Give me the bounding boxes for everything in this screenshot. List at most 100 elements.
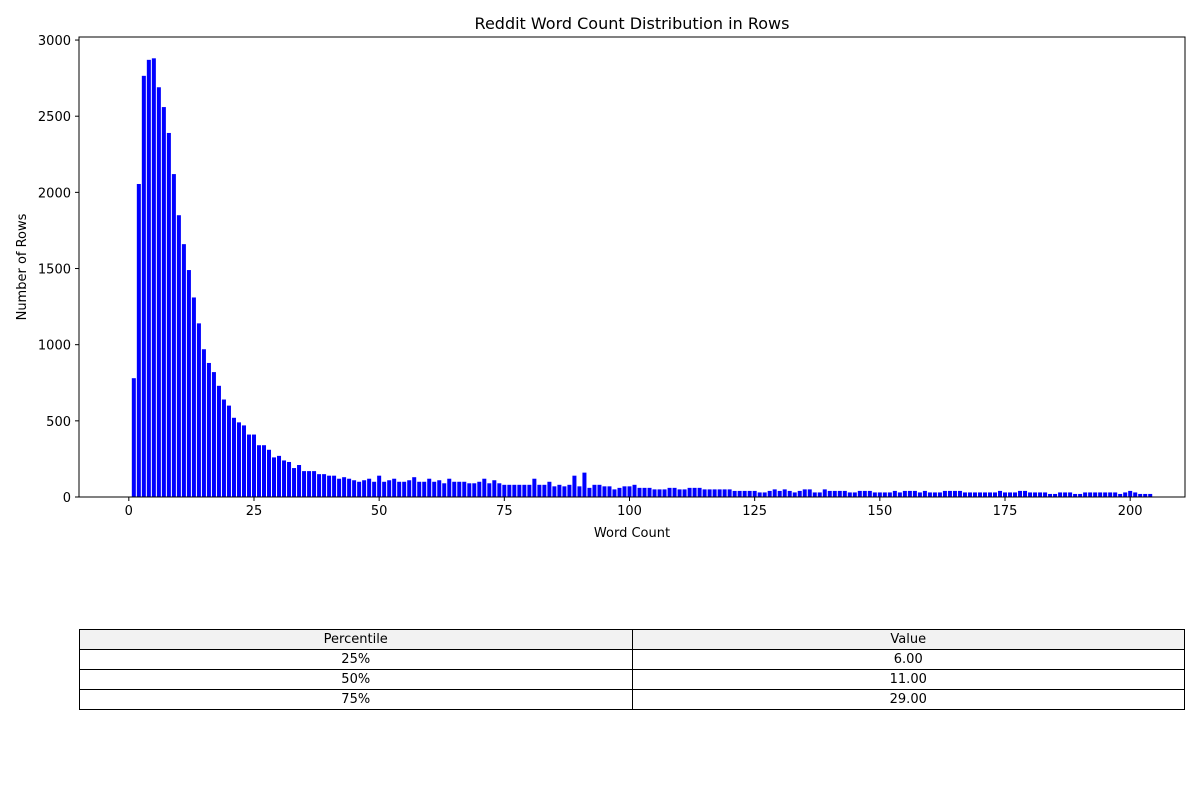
bar bbox=[632, 484, 637, 497]
bar bbox=[502, 484, 507, 497]
bar bbox=[1008, 492, 1013, 497]
bar bbox=[422, 481, 427, 497]
bar bbox=[637, 487, 642, 497]
bar bbox=[647, 487, 652, 497]
bar bbox=[387, 480, 392, 497]
bar bbox=[352, 480, 357, 497]
bar bbox=[452, 481, 457, 497]
bar bbox=[727, 489, 732, 497]
bar bbox=[947, 490, 952, 497]
bar bbox=[837, 490, 842, 497]
bar bbox=[1068, 492, 1073, 497]
bar bbox=[332, 475, 337, 497]
bar bbox=[1003, 492, 1008, 497]
bar bbox=[1028, 492, 1033, 497]
table-cell-value: 6.00 bbox=[631, 649, 1185, 670]
bar bbox=[752, 490, 757, 497]
table-row: 50% 11.00 bbox=[79, 669, 1185, 690]
bar bbox=[1143, 493, 1148, 497]
bar bbox=[1043, 492, 1048, 497]
bar bbox=[617, 487, 622, 497]
bar bbox=[282, 460, 287, 497]
bar bbox=[216, 385, 221, 497]
bar bbox=[317, 474, 322, 497]
bar bbox=[196, 323, 201, 497]
bar bbox=[902, 490, 907, 497]
bar bbox=[151, 58, 156, 497]
x-tick-label: 200 bbox=[1118, 504, 1143, 519]
bar bbox=[842, 490, 847, 497]
bar bbox=[482, 478, 487, 497]
bar bbox=[892, 490, 897, 497]
bar bbox=[847, 492, 852, 497]
x-tick-label: 175 bbox=[993, 504, 1018, 519]
bar bbox=[722, 489, 727, 497]
bar bbox=[1033, 492, 1038, 497]
bar bbox=[136, 183, 141, 498]
bar bbox=[322, 474, 327, 497]
bar bbox=[877, 492, 882, 497]
bar bbox=[211, 372, 216, 497]
bar bbox=[677, 489, 682, 497]
table-header-value: Value bbox=[631, 629, 1185, 650]
x-tick-label: 75 bbox=[496, 504, 513, 519]
bar bbox=[657, 489, 662, 497]
bar bbox=[607, 486, 612, 497]
bar bbox=[952, 490, 957, 497]
bar bbox=[427, 478, 432, 497]
bar bbox=[397, 481, 402, 497]
bar bbox=[1088, 492, 1093, 497]
bar bbox=[577, 486, 582, 497]
bar bbox=[867, 490, 872, 497]
bar bbox=[927, 492, 932, 497]
bar bbox=[612, 489, 617, 497]
bar bbox=[221, 399, 226, 497]
bar bbox=[697, 487, 702, 497]
bar bbox=[652, 489, 657, 497]
y-tick-label: 1500 bbox=[38, 263, 71, 278]
bar bbox=[998, 490, 1003, 497]
bar bbox=[287, 461, 292, 497]
bar bbox=[161, 107, 166, 497]
bar bbox=[1053, 493, 1058, 497]
bar-series bbox=[131, 58, 1153, 498]
table-cell-percentile: 25% bbox=[79, 649, 633, 670]
y-axis-label: Number of Rows bbox=[15, 213, 30, 320]
y-tick-label: 500 bbox=[46, 415, 71, 430]
bar bbox=[156, 87, 161, 497]
bar bbox=[507, 484, 512, 497]
bar bbox=[712, 489, 717, 497]
bar bbox=[822, 489, 827, 497]
bar bbox=[592, 484, 597, 497]
bar bbox=[347, 478, 352, 497]
bar bbox=[737, 490, 742, 497]
bar bbox=[572, 475, 577, 497]
bar bbox=[367, 478, 372, 497]
axes: 0 25 50 75 100 125 150 175 200050010001500200025… bbox=[38, 34, 1186, 519]
table-row: 75% 29.00 bbox=[79, 689, 1185, 710]
bar bbox=[512, 484, 517, 497]
bar bbox=[1133, 492, 1138, 497]
bar bbox=[777, 490, 782, 497]
bar bbox=[972, 492, 977, 497]
bar bbox=[597, 484, 602, 497]
bar bbox=[907, 490, 912, 497]
bar bbox=[181, 244, 186, 497]
bar bbox=[1083, 492, 1088, 497]
bar bbox=[362, 480, 367, 497]
bar bbox=[472, 483, 477, 497]
bar bbox=[457, 481, 462, 497]
bar bbox=[857, 490, 862, 497]
percentile-table: Percentile Value 25% 6.00 50% 11.00 75% … bbox=[79, 629, 1185, 710]
y-tick-label: 0 bbox=[63, 491, 71, 506]
bar bbox=[302, 471, 307, 497]
bar bbox=[262, 445, 267, 497]
bar bbox=[1108, 492, 1113, 497]
chart-title: Reddit Word Count Distribution in Rows bbox=[475, 14, 790, 33]
bar bbox=[962, 492, 967, 497]
bar bbox=[967, 492, 972, 497]
bar bbox=[747, 490, 752, 497]
bar bbox=[442, 483, 447, 497]
bar bbox=[887, 492, 892, 497]
